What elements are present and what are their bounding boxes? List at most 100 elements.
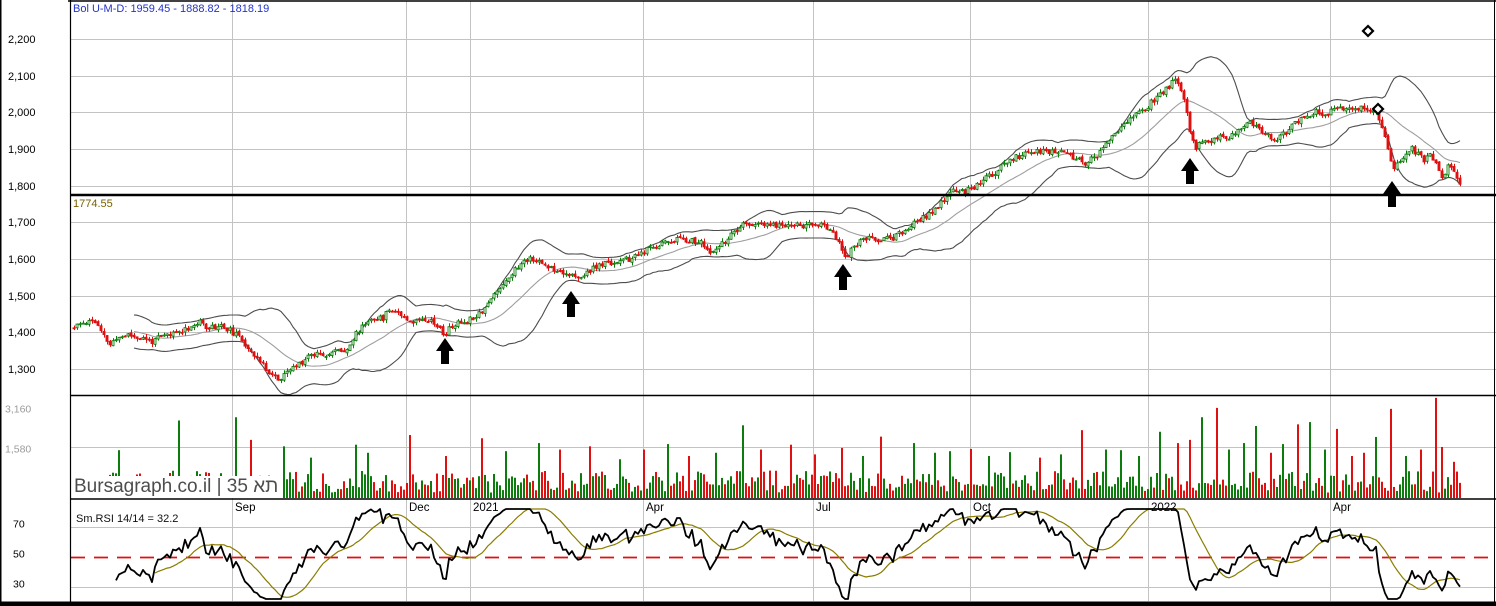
volume-bar	[1015, 480, 1017, 498]
volume-bar	[1444, 488, 1446, 498]
candle-body	[114, 339, 118, 342]
candle-body	[675, 237, 679, 243]
candle-body	[1209, 140, 1213, 143]
candle-body	[1107, 140, 1111, 144]
candle-body	[1437, 161, 1441, 171]
candle-body	[819, 222, 823, 227]
candle-body	[735, 229, 739, 233]
candle-body	[162, 334, 166, 337]
volume-bar	[1042, 489, 1044, 498]
volume-bar	[514, 477, 516, 498]
volume-bar	[448, 477, 450, 498]
volume-bar	[952, 476, 954, 498]
volume-bar	[742, 425, 744, 498]
candle-body	[141, 337, 145, 340]
volume-bar	[1078, 488, 1080, 498]
candle-body	[489, 298, 493, 304]
candle-body	[498, 288, 502, 293]
candle-body	[102, 330, 106, 335]
volume-bar	[1234, 483, 1236, 498]
candle-body	[1275, 140, 1279, 142]
candle-body	[753, 224, 757, 227]
candle-body	[429, 319, 433, 322]
candle-body	[837, 239, 841, 243]
volume-bar	[1216, 407, 1218, 498]
candle-body	[318, 352, 322, 355]
volume-bar	[1288, 473, 1290, 498]
volume-bar	[652, 476, 654, 498]
candle-body	[1362, 105, 1366, 110]
volume-bar	[547, 480, 549, 498]
candle-body	[1116, 131, 1120, 134]
candle-body	[1062, 150, 1066, 153]
volume-bar	[832, 481, 834, 498]
candle-body	[1215, 137, 1219, 140]
candle-body	[132, 334, 136, 338]
candle-body	[744, 221, 748, 225]
candle-body	[1068, 152, 1072, 155]
candle-body	[1059, 149, 1063, 153]
candle-body	[528, 256, 532, 262]
volume-bar	[1168, 478, 1170, 498]
candle-body	[87, 320, 91, 325]
volume-bar	[385, 475, 387, 498]
candle-body	[984, 175, 988, 182]
volume-bar	[745, 483, 747, 498]
candle-body	[1194, 139, 1198, 150]
candle-body	[702, 241, 706, 248]
candle-body	[1044, 148, 1048, 152]
volume-bar	[772, 485, 774, 498]
volume-bar	[118, 450, 120, 498]
candle-body	[696, 242, 700, 245]
volume-bar	[1237, 489, 1239, 498]
candle-body	[1401, 157, 1405, 163]
volume-bar	[1255, 425, 1257, 498]
candle-body	[942, 200, 946, 203]
candle-body	[927, 212, 931, 220]
volume-bar	[475, 488, 477, 498]
volume-bar	[1060, 454, 1062, 498]
volume-bar	[1063, 479, 1065, 498]
candle-body	[729, 232, 733, 240]
volume-bar	[559, 449, 561, 498]
volume-bar	[1198, 483, 1200, 498]
candle-body	[1221, 133, 1225, 137]
candle-body	[306, 354, 310, 360]
candle-body	[825, 223, 829, 230]
candle-body	[282, 373, 286, 381]
volume-bar	[523, 478, 525, 498]
volume-bar	[694, 480, 696, 498]
candle-body	[144, 336, 148, 340]
candle-body	[1077, 157, 1081, 160]
volume-bar	[568, 488, 570, 498]
candle-body	[606, 260, 610, 263]
candle-body	[951, 188, 955, 193]
candle-body	[1407, 151, 1411, 155]
candle-body	[1080, 156, 1084, 163]
candle-body	[108, 340, 112, 346]
candle-body	[390, 310, 394, 313]
candle-body	[420, 318, 424, 321]
candle-body	[195, 324, 199, 327]
candle-body	[1446, 164, 1450, 176]
candle-body	[417, 318, 421, 321]
candle-body	[975, 182, 979, 190]
volume-bar	[979, 486, 981, 498]
candle-body	[855, 245, 859, 248]
candle-body	[1410, 145, 1414, 152]
candle-body	[1020, 154, 1024, 159]
candle-body	[594, 264, 598, 269]
candle-body	[1155, 95, 1159, 102]
volume-bar	[1021, 479, 1023, 498]
x-axis-label: 2022	[1151, 502, 1177, 514]
volume-bar	[961, 490, 963, 498]
candle-body	[501, 284, 505, 289]
candle-body	[1299, 117, 1303, 125]
candle-body	[375, 318, 379, 321]
volume-bar	[394, 484, 396, 498]
volume-bar	[553, 490, 555, 498]
volume-bar	[1282, 444, 1284, 498]
volume-bar	[595, 473, 597, 498]
candle-body	[765, 223, 769, 227]
